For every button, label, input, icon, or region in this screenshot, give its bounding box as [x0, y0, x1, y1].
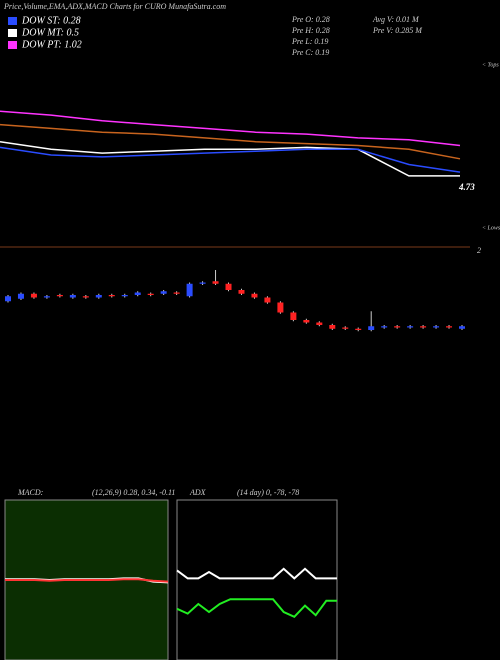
candle-body [82, 296, 89, 298]
legend-swatch [8, 29, 17, 37]
label: < Lows [482, 225, 500, 231]
candle-body [264, 297, 271, 303]
price-label: 4.73 [458, 182, 475, 192]
candle-body [368, 326, 375, 330]
candle-body [459, 326, 465, 329]
legend-label: DOW PT: 1.02 [21, 39, 82, 50]
candle-body [212, 281, 219, 284]
candle-body [251, 293, 258, 298]
candle-body [433, 326, 440, 328]
candle-body [5, 296, 11, 302]
stat: Pre V: 0.285 M [372, 26, 423, 35]
stat: Pre C: 0.19 [291, 48, 329, 57]
legend-label: DOW ST: 0.28 [21, 15, 81, 26]
candle-body [329, 325, 336, 329]
series-line [5, 578, 169, 583]
legend-label: DOW MT: 0.5 [21, 27, 79, 38]
series-line [0, 110, 461, 147]
series-line [176, 567, 337, 580]
candle-body [446, 326, 453, 328]
candle-body [108, 295, 115, 297]
candle-body [277, 302, 284, 313]
candle-body [303, 320, 310, 323]
candle-body [69, 295, 76, 298]
candle-body [95, 295, 102, 298]
candle-body [43, 296, 50, 298]
candle-body [134, 292, 141, 295]
candle-body [56, 295, 63, 297]
candle-body [30, 293, 37, 298]
candle-body [160, 291, 167, 294]
candle-body [316, 322, 323, 325]
series-line [176, 598, 337, 619]
panel-title: ADX [189, 488, 207, 497]
candle-body [342, 327, 349, 329]
candle-body [17, 293, 24, 299]
page-title: Price,Volume,EMA,ADX,MACD Charts for CUR… [3, 2, 226, 11]
label: < Tops [482, 62, 499, 68]
panel-subtitle: (12,26,9) 0.28, 0.34, -0.11 [92, 488, 175, 497]
series-line [0, 140, 460, 177]
candle-body [355, 328, 362, 330]
candle-body [381, 326, 388, 328]
candle-body [290, 312, 297, 320]
candle-body [147, 293, 154, 295]
stat: Pre H: 0.28 [291, 26, 330, 35]
stat: Pre L: 0.19 [291, 37, 328, 46]
panel-subtitle: (14 day) 0, -78, -78 [237, 488, 299, 497]
candle-body [121, 295, 128, 297]
candle-body [420, 326, 427, 328]
candle-body [407, 326, 414, 328]
panel [176, 499, 338, 660]
candle-body [186, 283, 193, 297]
legend-swatch [8, 17, 17, 25]
candle-body [225, 283, 232, 290]
stat: Pre O: 0.28 [291, 15, 330, 24]
candle-body [394, 326, 401, 328]
series-line [0, 146, 461, 173]
candle-body [199, 282, 206, 284]
series-line [0, 123, 461, 160]
scale-label: 2 [477, 246, 481, 255]
legend-swatch [8, 41, 17, 49]
panel-title: MACD: [17, 488, 44, 497]
candle-body [238, 290, 245, 294]
stat: Avg V: 0.01 M [372, 15, 420, 24]
candle-body [173, 292, 180, 294]
